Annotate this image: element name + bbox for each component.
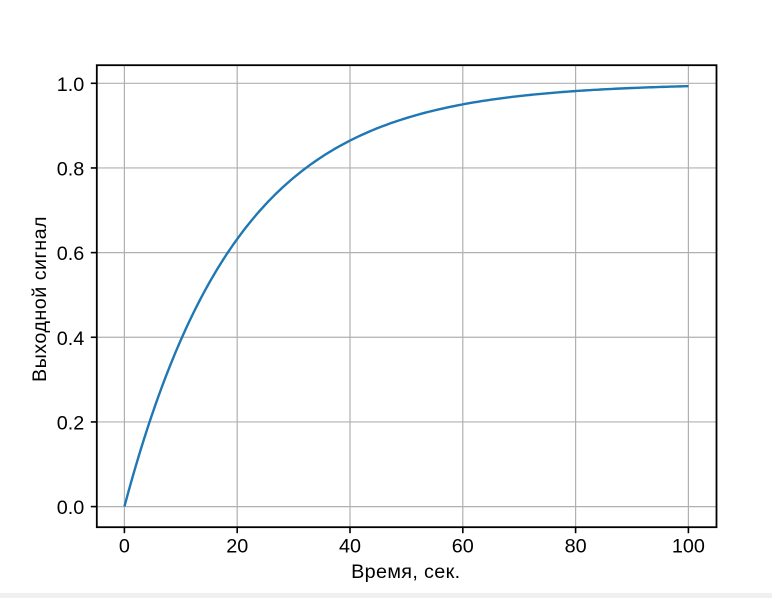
svg-text:0.0: 0.0 (57, 497, 85, 519)
svg-text:0.8: 0.8 (57, 158, 85, 180)
svg-text:Выходной сигнал: Выходной сигнал (29, 216, 51, 382)
svg-text:Время, сек.: Время, сек. (351, 561, 460, 583)
svg-text:80: 80 (565, 536, 587, 558)
svg-text:1.0: 1.0 (57, 74, 85, 96)
svg-text:0.2: 0.2 (57, 412, 85, 434)
svg-text:0.6: 0.6 (57, 243, 85, 265)
svg-text:100: 100 (672, 536, 705, 558)
svg-text:0.4: 0.4 (57, 328, 85, 350)
svg-text:0: 0 (119, 536, 130, 558)
svg-text:60: 60 (452, 536, 474, 558)
svg-text:40: 40 (339, 536, 361, 558)
svg-text:20: 20 (226, 536, 248, 558)
